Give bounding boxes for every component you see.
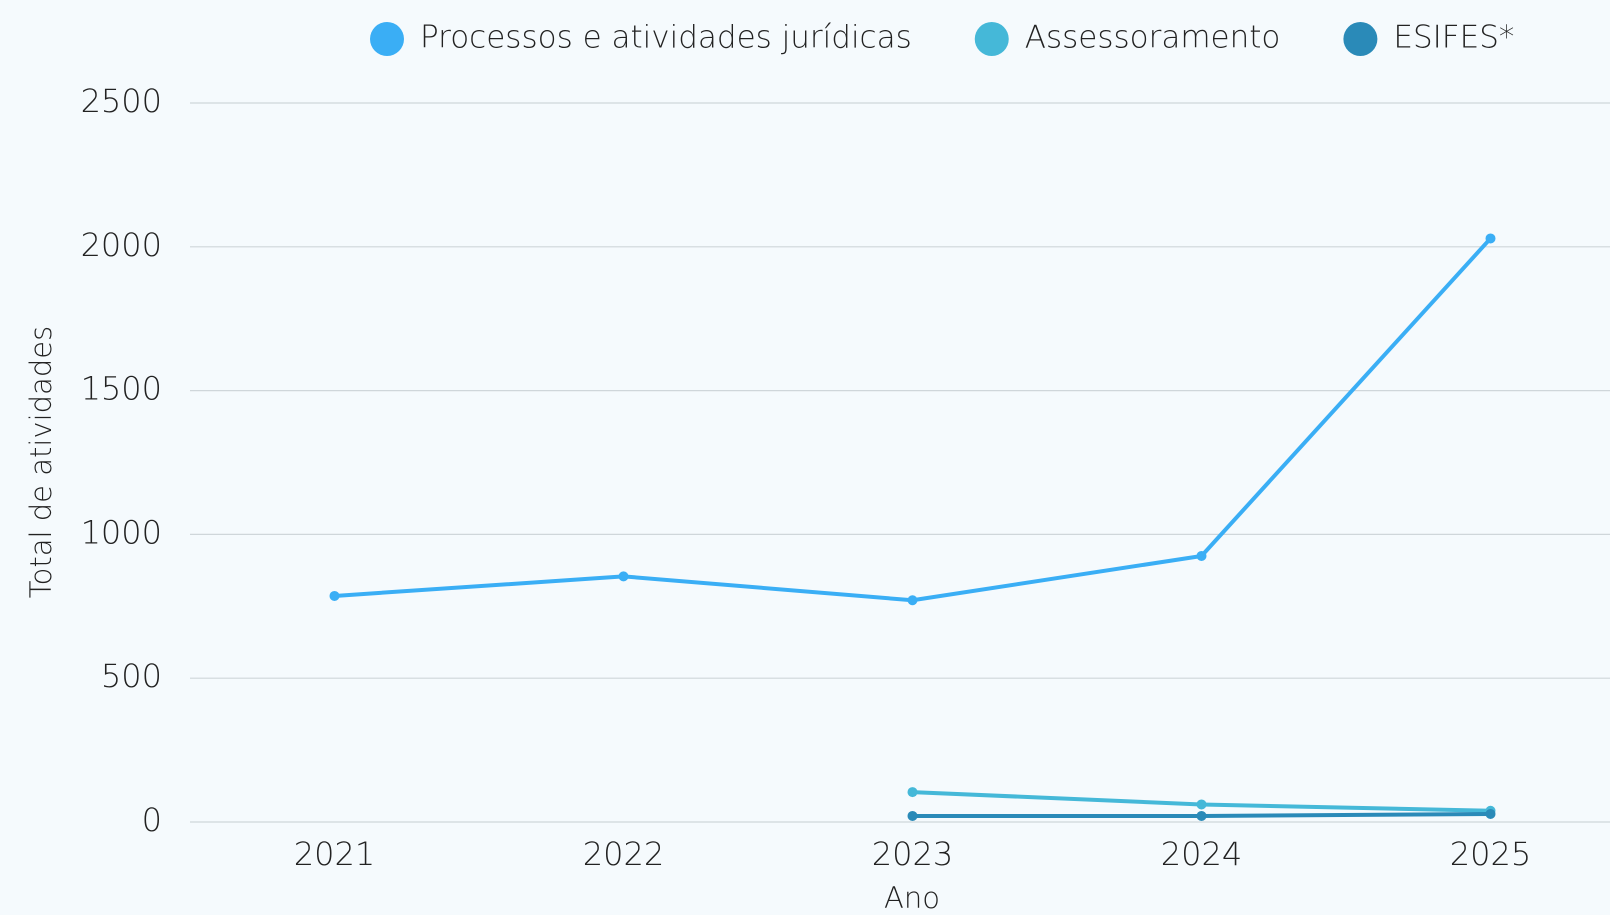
data-point — [907, 810, 918, 821]
legend-label: Processos e atividades jurídicas — [420, 20, 912, 56]
x-tick-label: 2023 — [872, 835, 953, 873]
y-tick-label: 2000 — [81, 226, 162, 264]
data-point — [329, 590, 340, 601]
x-tick-label: 2024 — [1161, 835, 1242, 873]
y-tick-label: 2500 — [81, 82, 162, 120]
legend-label: Assessoramento — [1025, 20, 1281, 56]
data-point — [1485, 808, 1496, 819]
data-point — [618, 571, 629, 582]
data-point — [907, 787, 918, 798]
data-point — [1196, 550, 1207, 561]
legend-label: ESIFES* — [1393, 20, 1514, 56]
legend-marker — [974, 22, 1009, 56]
x-axis-label: Ano — [884, 881, 940, 915]
y-tick-label: 1000 — [81, 513, 162, 551]
y-tick-label: 1500 — [81, 370, 162, 408]
data-point — [907, 595, 918, 606]
y-axis-label: Total de atividades — [24, 326, 58, 598]
y-tick-label: 0 — [142, 801, 162, 839]
x-tick-label: 2021 — [294, 835, 375, 873]
legend-marker — [1343, 22, 1378, 56]
data-point — [1196, 810, 1207, 821]
x-tick-label: 2025 — [1450, 835, 1531, 873]
y-tick-label: 500 — [101, 657, 162, 695]
data-point — [1485, 233, 1496, 244]
data-point — [1196, 799, 1207, 810]
x-tick-label: 2022 — [583, 835, 664, 873]
legend-marker — [370, 22, 404, 56]
